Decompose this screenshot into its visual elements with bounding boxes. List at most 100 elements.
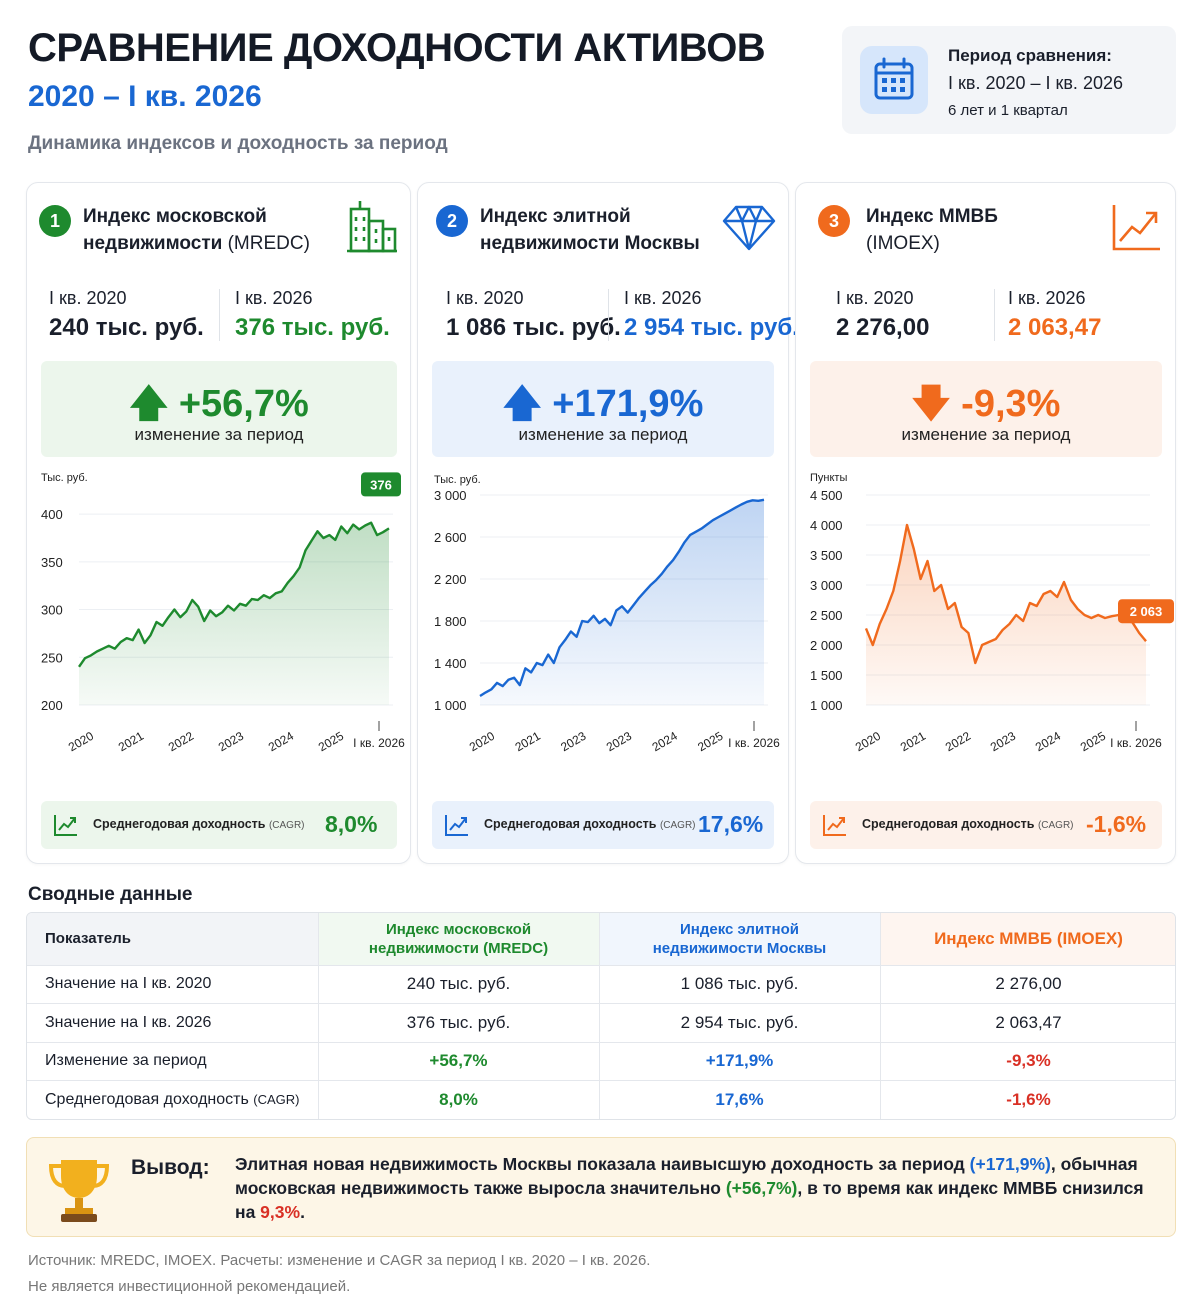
card-mredc: 1 Индекс московской недвижимости (MREDC)… <box>26 182 411 864</box>
arrow-down-icon: 🡇 <box>911 383 951 425</box>
end-value: 2 063,47 <box>1008 314 1102 341</box>
table-header: Показатель <box>27 913 319 965</box>
cagr-value: -1,6% <box>1086 811 1147 837</box>
x-tick-label: 2025 <box>695 729 725 755</box>
cagr-value: 17,6% <box>698 811 764 837</box>
table-row: Среднегодовая доходность (CAGR) 8,0% 17,… <box>27 1080 1175 1119</box>
table-cell: -9,3% <box>880 1041 1175 1081</box>
change-box: 🡅 +56,7% изменение за период <box>41 361 397 457</box>
series-line <box>78 521 390 668</box>
y-tick-label: 1 500 <box>810 668 843 683</box>
period-box: Период сравнения: I кв. 2020 – I кв. 202… <box>842 26 1176 134</box>
y-tick-label: 3 000 <box>434 488 467 503</box>
buildings-icon <box>345 197 399 255</box>
x-tick-label: 2020 <box>467 729 497 755</box>
conclusion-label: Вывод: <box>131 1156 210 1179</box>
y-tick-label: 3 500 <box>810 548 843 563</box>
table-cell: -1,6% <box>880 1080 1175 1119</box>
change-value: -9,3% <box>961 383 1061 425</box>
start-label: I кв. 2020 <box>49 288 127 308</box>
series-line <box>864 523 1147 665</box>
x-tick-label: 2021 <box>898 729 928 755</box>
chart-elite: Тыс. руб. 1 000 1 400 1 800 2 200 2 600 3 000 2… <box>434 474 780 755</box>
trend-chart-icon <box>445 815 468 836</box>
table-row: Значение на I кв. 2026 376 тыс. руб. 2 9… <box>27 1003 1175 1042</box>
table-cell: +56,7% <box>318 1041 600 1081</box>
x-end-label: I кв. 2026 <box>728 736 780 750</box>
change-label: изменение за период <box>901 425 1071 444</box>
end-value-label: 376 <box>370 477 392 492</box>
x-tick-label: 2025 <box>316 729 346 755</box>
x-tick-label: 2020 <box>66 729 96 755</box>
arrow-up-icon: 🡅 <box>129 383 169 425</box>
period-duration: 6 лет и 1 квартал <box>948 102 1068 119</box>
table-cell: +171,9% <box>599 1041 881 1081</box>
y-tick-label: 2 600 <box>434 530 467 545</box>
summary-title: Сводные данные <box>28 884 193 905</box>
end-value: 376 тыс. руб. <box>235 314 390 341</box>
y-axis-label: Тыс. руб. <box>41 472 88 484</box>
change-box: 🡅 +171,9% изменение за период <box>432 361 774 457</box>
change-label: изменение за период <box>518 425 688 444</box>
cagr-label: Среднегодовая доходность (CAGR) <box>862 817 1074 831</box>
page-subtitle: 2020 – I кв. 2026 <box>28 80 262 113</box>
trend-chart-icon <box>823 815 846 836</box>
cagr-box: Среднегодовая доходность (CAGR) -1,6% <box>810 801 1162 849</box>
y-tick-label: 350 <box>41 555 63 570</box>
table-cell: 2 276,00 <box>880 964 1175 1004</box>
chart-imoex: Пункты 1 000 1 500 2 000 2 500 3 000 3 500 4 00… <box>810 472 1174 755</box>
chart-mredc: Тыс. руб. 200 250 300 350 400 2020 2021 2022 2023… <box>41 472 405 755</box>
x-tick-label: 2024 <box>266 729 296 755</box>
table-header-row: Показатель Индекс московской недвижимост… <box>27 913 1175 965</box>
card-number: 1 <box>39 205 71 237</box>
cagr-box: Среднегодовая доходность (CAGR) 8,0% <box>41 801 397 849</box>
trend-up-icon <box>1110 197 1164 255</box>
table-header: Индекс элитной недвижимости Москвы <box>599 913 881 965</box>
end-label: I кв. 2026 <box>624 288 702 308</box>
y-tick-label: 1 000 <box>810 698 843 713</box>
table-cell: 376 тыс. руб. <box>318 1003 600 1042</box>
table-cell: 240 тыс. руб. <box>318 964 600 1004</box>
x-tick-label: 2024 <box>650 729 680 755</box>
end-label: I кв. 2026 <box>235 288 313 308</box>
x-tick-label: 2023 <box>604 729 634 755</box>
footer-disclaimer: Не является инвестиционной рекомендацией… <box>28 1278 351 1295</box>
card-number: 2 <box>436 205 468 237</box>
y-tick-label: 250 <box>41 650 63 665</box>
x-tick-label: 2021 <box>513 729 543 755</box>
card-title: Индекс элитной недвижимости Москвы <box>480 206 700 254</box>
x-tick-label: 2023 <box>216 729 246 755</box>
arrow-up-icon: 🡅 <box>502 383 542 425</box>
table-cell: 17,6% <box>599 1080 881 1119</box>
change-value: +56,7% <box>178 383 309 425</box>
x-tick-label: 2022 <box>166 729 196 755</box>
x-tick-label: 2021 <box>116 729 146 755</box>
change-value: +171,9% <box>552 383 704 425</box>
y-tick-label: 3 000 <box>810 578 843 593</box>
table-cell: 2 063,47 <box>880 1003 1175 1042</box>
card-elite: 2 Индекс элитной недвижимости Москвы I к… <box>417 182 799 864</box>
table-header: Индекс ММВБ (IMOEX) <box>880 913 1175 965</box>
y-tick-label: 2 200 <box>434 572 467 587</box>
start-value: 240 тыс. руб. <box>49 314 204 341</box>
cagr-label: Среднегодовая доходность (CAGR) <box>484 817 696 831</box>
trophy-icon <box>48 1160 110 1222</box>
trend-chart-icon <box>54 815 77 836</box>
table-cell: Изменение за период <box>27 1041 319 1081</box>
summary-table: Показатель Индекс московской недвижимост… <box>26 912 1176 1120</box>
x-end-label: I кв. 2026 <box>353 736 405 750</box>
y-tick-label: 4 000 <box>810 518 843 533</box>
y-tick-label: 1 800 <box>434 614 467 629</box>
series-line <box>479 498 765 697</box>
cagr-box: Среднегодовая доходность (CAGR) 17,6% <box>432 801 774 849</box>
start-label: I кв. 2020 <box>836 288 914 308</box>
x-tick-label: 2024 <box>1033 729 1063 755</box>
calendar-icon <box>860 46 928 114</box>
page-title: СРАВНЕНИЕ ДОХОДНОСТИ АКТИВОВ <box>28 26 766 70</box>
end-value-badge <box>361 472 401 497</box>
table-row: Значение на I кв. 2020 240 тыс. руб. 1 0… <box>27 964 1175 1004</box>
y-tick-label: 2 000 <box>810 638 843 653</box>
card-imoex: 3 Индекс ММВБ (IMOEX) I кв. 2020 2 276,00… <box>795 182 1176 864</box>
series-area <box>79 522 389 705</box>
period-range: I кв. 2020 – I кв. 2026 <box>948 73 1123 93</box>
